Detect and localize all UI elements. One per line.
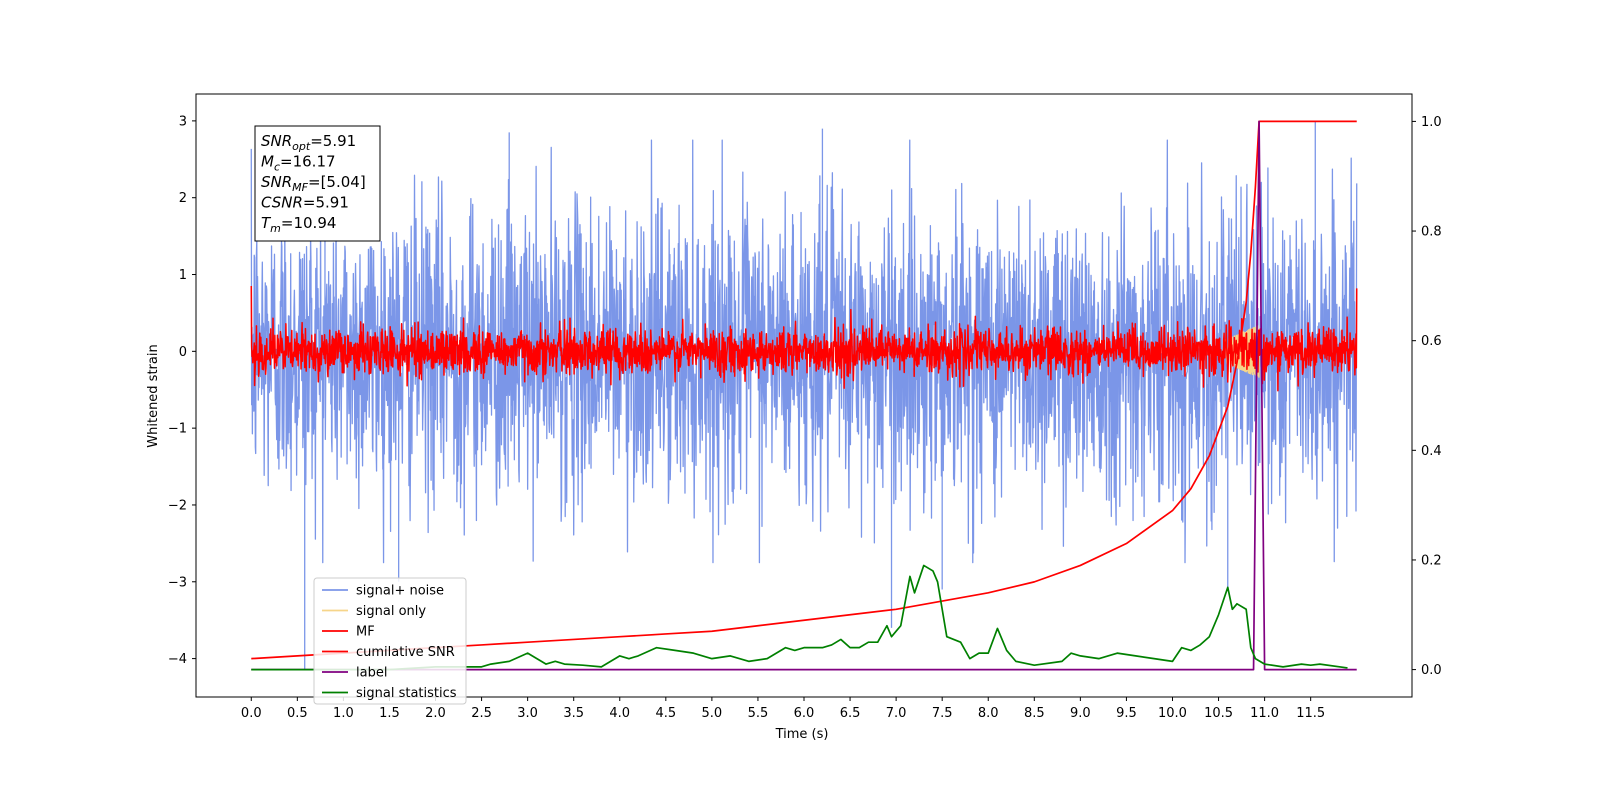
y-axis-right: 1.0 0.8 0.6 0.4 0.2 0.0 (1412, 115, 1442, 678)
plot-area (250, 120, 1358, 671)
annotation-line: CSNR=5.91 (261, 194, 349, 212)
x-tick-label: 2.5 (471, 706, 492, 721)
x-axis-label: Time (s) (775, 727, 829, 742)
x-tick-label: 10.0 (1158, 706, 1187, 721)
y-tick-label: −2 (168, 498, 187, 513)
series-mf-line (250, 286, 1358, 392)
y-tick-label: −3 (168, 575, 187, 590)
x-tick-label: 3.5 (563, 706, 584, 721)
annotation-line: SNRMF=[5.04] (261, 173, 366, 194)
legend-entry-label: signal only (356, 604, 426, 619)
x-tick-label: 10.5 (1204, 706, 1233, 721)
legend-entry-label: signal statistics (356, 686, 457, 701)
y-tick-label: 0 (179, 345, 187, 360)
x-tick-label: 0.5 (287, 706, 308, 721)
legend-entry-label: label (356, 666, 387, 681)
x-axis: 0.0 0.5 1.0 1.5 2.0 2.5 3.0 3.5 4.0 4.5 5.0 5.5 6.0 6… (241, 697, 1325, 721)
legend-entry-label: MF (356, 625, 375, 640)
annotation-line: Mc=16.17 (261, 153, 336, 174)
y-tick-label: 3 (179, 114, 187, 129)
x-tick-label: 4.0 (609, 706, 630, 721)
x-tick-label: 2.0 (425, 706, 446, 721)
annotation-frame (254, 125, 381, 242)
y2-tick-label: 0.4 (1421, 444, 1442, 459)
y-tick-label: 1 (179, 268, 187, 283)
x-tick-label: 3.0 (517, 706, 538, 721)
x-tick-label: 8.0 (978, 706, 999, 721)
y2-tick-label: 0.0 (1421, 663, 1442, 678)
legend-frame (313, 577, 467, 705)
x-tick-label: 5.5 (748, 706, 769, 721)
x-tick-label: 11.0 (1250, 706, 1279, 721)
series-cumulative-snr-line (251, 120, 1357, 660)
legend: signal+ noise signal only MF cumilative SNR… (313, 577, 467, 705)
x-tick-label: 7.5 (932, 706, 953, 721)
x-tick-label: 8.5 (1024, 706, 1045, 721)
y-tick-label: −1 (168, 422, 187, 437)
annotation-line: Tm=10.94 (261, 214, 336, 235)
series-signal-noise-line (250, 139, 1358, 564)
x-tick-label: 1.5 (379, 706, 400, 721)
series-signal-statistics-line (251, 564, 1348, 671)
y-axis-left: 3 2 1 0 −1 −2 −3 −4 (168, 114, 196, 667)
x-tick-label: 9.0 (1070, 706, 1091, 721)
annotation-line: SNRopt=5.91 (261, 132, 356, 153)
y2-tick-label: 1.0 (1421, 115, 1442, 130)
y2-tick-label: 0.8 (1421, 225, 1442, 240)
series-label-line (251, 120, 1357, 671)
x-tick-label: 5.0 (702, 706, 723, 721)
annotation-box: SNRopt=5.91Mc=16.17SNRMF=[5.04]CSNR=5.91… (254, 125, 381, 242)
x-tick-label: 1.0 (333, 706, 354, 721)
y-tick-label: 2 (179, 191, 187, 206)
legend-entry-label: signal+ noise (356, 584, 444, 599)
y-axis-label: Whitened strain (146, 344, 161, 447)
x-tick-label: 11.5 (1296, 706, 1325, 721)
legend-entry-label: cumilative SNR (356, 645, 455, 660)
x-tick-label: 6.5 (840, 706, 861, 721)
y-tick-label: −4 (168, 652, 187, 667)
x-tick-label: 9.5 (1116, 706, 1137, 721)
x-tick-label: 0.0 (241, 706, 262, 721)
x-tick-label: 6.0 (794, 706, 815, 721)
x-tick-label: 4.5 (655, 706, 676, 721)
y2-tick-label: 0.6 (1421, 334, 1442, 349)
y2-tick-label: 0.2 (1421, 553, 1442, 568)
x-tick-label: 7.0 (886, 706, 907, 721)
